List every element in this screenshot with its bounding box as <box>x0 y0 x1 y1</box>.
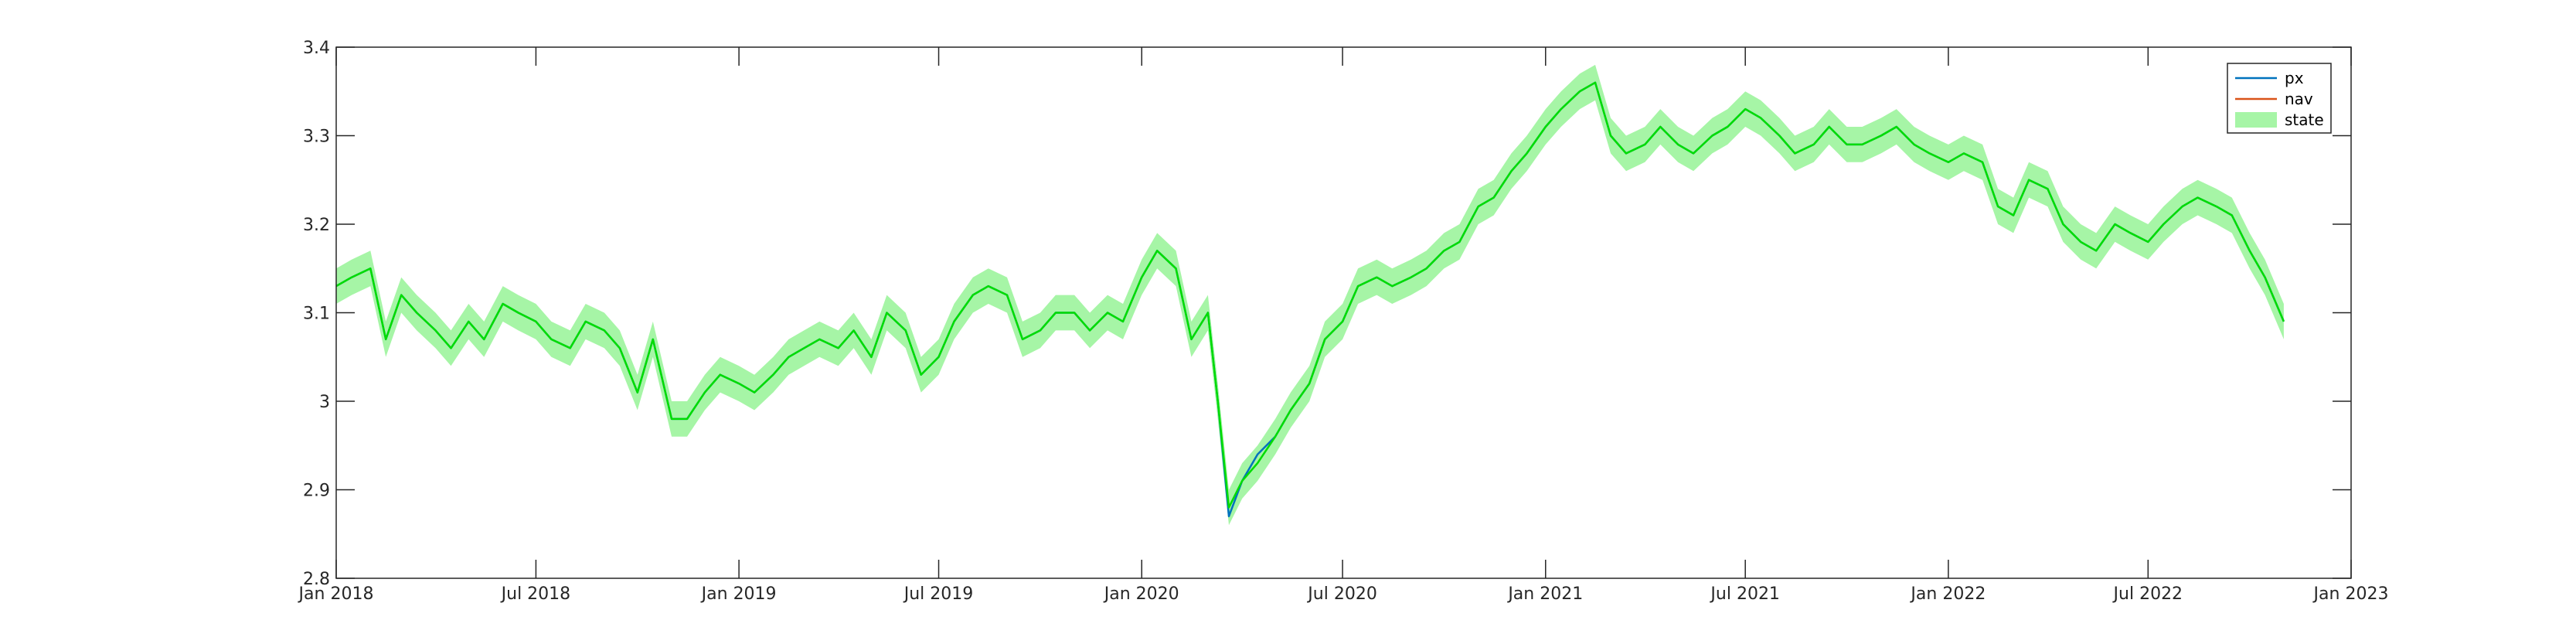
y-tick-label: 2.8 <box>303 570 330 589</box>
x-tick-label: Jan 2020 <box>1103 584 1179 604</box>
x-tick-label: Jan 2021 <box>1506 584 1583 604</box>
legend-label-nav: nav <box>2285 90 2313 108</box>
legend-label-state: state <box>2285 111 2324 129</box>
y-axis-tick-labels: 2.8 2.9 3 3.1 3.2 3.3 3.4 <box>303 39 330 589</box>
y-tick-label: 3.4 <box>303 39 330 58</box>
x-tick-label: Jan 2022 <box>1909 584 1986 604</box>
series-line-state <box>335 81 2285 509</box>
y-tick-label: 2.9 <box>303 482 330 501</box>
x-tick-label: Jan 2019 <box>700 584 777 604</box>
axis-ticks-layer <box>335 46 2352 579</box>
legend-swatch-state <box>2235 112 2277 128</box>
x-axis-tick-labels: Jan 2018 Jul 2018 Jan 2019 Jul 2019 Jan 2020… <box>298 584 2389 604</box>
y-tick-label: 3.1 <box>303 305 330 324</box>
x-tick-label: Jan 2023 <box>2312 584 2389 604</box>
legend-label-px: px <box>2285 69 2304 87</box>
x-tick-label: Jul 2019 <box>903 584 974 604</box>
x-tick-label: Jul 2021 <box>1709 584 1780 604</box>
y-tick-label: 3 <box>319 393 330 412</box>
x-tick-label: Jul 2022 <box>2112 584 2183 604</box>
x-tick-label: Jul 2018 <box>500 584 571 604</box>
x-tick-label: Jan 2018 <box>298 584 374 604</box>
y-tick-label: 3.2 <box>303 216 330 235</box>
series-lines-layer <box>335 81 2285 518</box>
x-tick-label: Jul 2020 <box>1306 584 1377 604</box>
legend: px nav state <box>2227 63 2332 134</box>
y-tick-label: 3.3 <box>303 128 330 147</box>
